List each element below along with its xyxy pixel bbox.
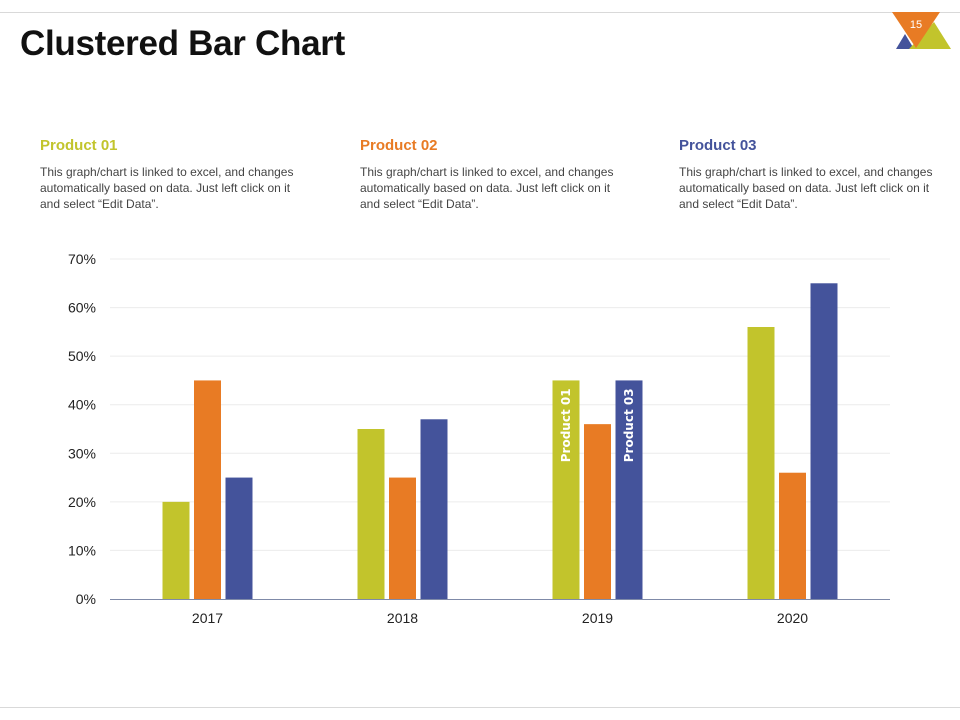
product-title-02: Product 02 bbox=[360, 137, 438, 154]
x-tick-label: 2019 bbox=[582, 610, 613, 626]
top-divider bbox=[0, 12, 960, 13]
page-number: 15 bbox=[909, 19, 923, 31]
x-tick-label: 2018 bbox=[387, 610, 418, 626]
bottom-divider bbox=[0, 707, 960, 708]
product-block-03: Product 03 This graph/chart is linked to… bbox=[679, 137, 939, 212]
bar-product-02-2017 bbox=[194, 380, 221, 599]
y-tick-label: 40% bbox=[68, 397, 96, 413]
bar-data-label: Product 01 bbox=[559, 388, 573, 462]
product-description-01: This graph/chart is linked to excel, and… bbox=[40, 165, 294, 211]
product-description-03: This graph/chart is linked to excel, and… bbox=[679, 165, 933, 211]
bar-product-02-2019 bbox=[584, 424, 611, 599]
product-block-01: Product 01 This graph/chart is linked to… bbox=[40, 137, 300, 212]
product-block-02: Product 02 This graph/chart is linked to… bbox=[360, 137, 620, 212]
bar-product-03-2017 bbox=[225, 477, 253, 599]
y-tick-label: 0% bbox=[76, 591, 96, 607]
product-title-01: Product 01 bbox=[40, 137, 118, 154]
bar-product-01-2017 bbox=[162, 501, 190, 599]
y-tick-label: 50% bbox=[68, 348, 96, 364]
y-tick-label: 10% bbox=[68, 542, 96, 558]
bar-product-02-2020 bbox=[779, 472, 806, 599]
bar-product-03-2019 bbox=[615, 380, 643, 599]
bar-product-03-2018 bbox=[420, 419, 448, 599]
bar-product-01-2020 bbox=[747, 327, 775, 599]
bar-product-03-2020 bbox=[810, 283, 838, 599]
bar-product-01-2018 bbox=[357, 429, 385, 599]
x-tick-label: 2017 bbox=[192, 610, 223, 626]
bar-product-02-2018 bbox=[389, 477, 416, 599]
y-tick-label: 70% bbox=[68, 251, 96, 267]
product-description-02: This graph/chart is linked to excel, and… bbox=[360, 165, 614, 211]
bar-data-label: Product 03 bbox=[622, 388, 636, 462]
bar-product-01-2019 bbox=[552, 380, 580, 599]
y-tick-label: 60% bbox=[68, 300, 96, 316]
page-badge-icon bbox=[892, 12, 951, 49]
x-tick-label: 2020 bbox=[777, 610, 808, 626]
slide-title: Clustered Bar Chart bbox=[20, 24, 345, 63]
y-tick-label: 30% bbox=[68, 445, 96, 461]
product-title-03: Product 03 bbox=[679, 137, 757, 154]
y-tick-label: 20% bbox=[68, 494, 96, 510]
